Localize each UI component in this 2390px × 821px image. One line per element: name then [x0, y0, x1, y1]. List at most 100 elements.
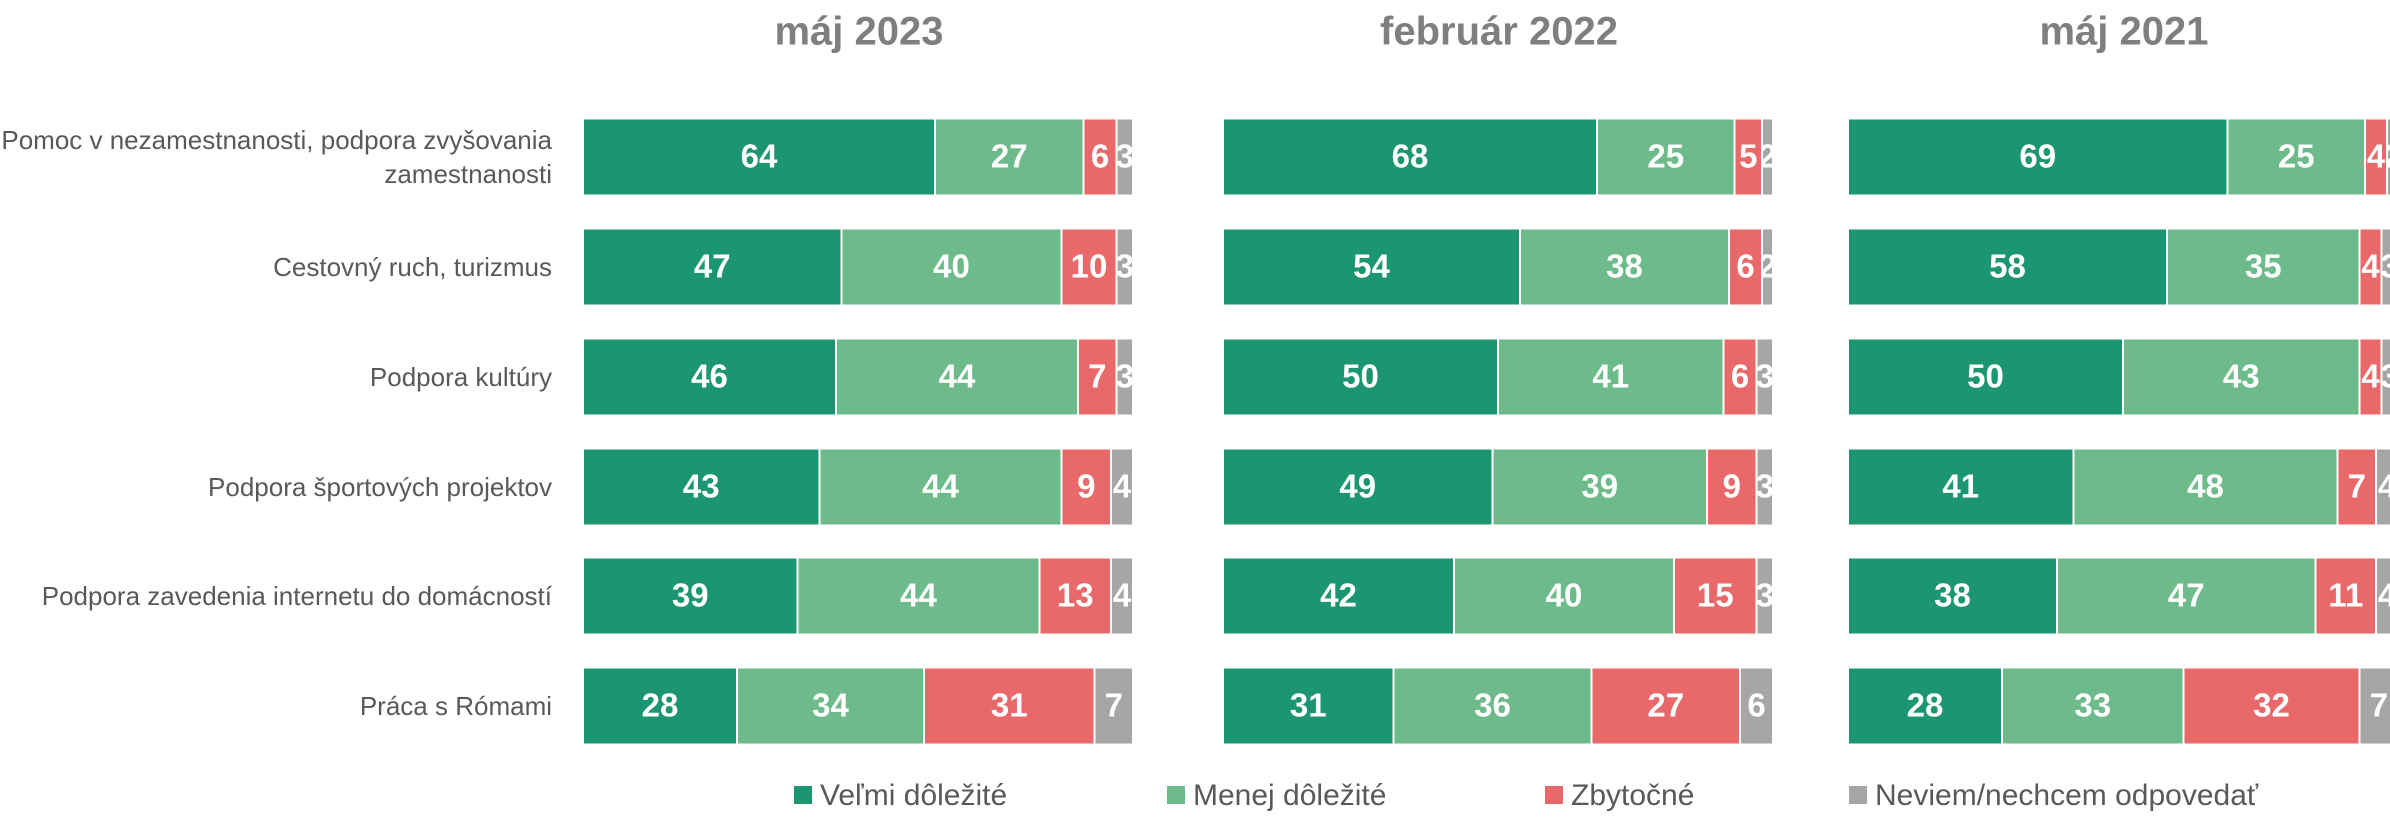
bar-segment — [936, 119, 1083, 195]
value-label: 25 — [2278, 138, 2315, 175]
legend-label: Neviem/nechcem odpovedať — [1875, 779, 2259, 812]
bar-segment — [2377, 558, 2390, 634]
value-label: 50 — [1342, 358, 1379, 395]
value-label: 11 — [2328, 577, 2363, 614]
bar-segment — [1499, 339, 1723, 415]
bar-segment — [2360, 229, 2381, 305]
value-label: 2 — [1758, 138, 1776, 175]
legend-label: Menej dôležité — [1193, 779, 1386, 812]
bar-segment — [1224, 668, 1393, 744]
bar-segment — [2382, 229, 2390, 305]
value-label: 4 — [2361, 248, 2380, 285]
bar-segment — [1730, 229, 1761, 305]
value-label: 68 — [1392, 138, 1429, 175]
bar-segment — [584, 119, 934, 195]
legend-swatch — [1167, 786, 1185, 804]
value-label: 31 — [991, 687, 1028, 724]
bar-segment — [584, 668, 736, 744]
bar-segment — [798, 558, 1039, 634]
bar-segment — [1062, 449, 1110, 525]
bar-segment — [1763, 119, 1772, 195]
value-label: 44 — [939, 358, 976, 395]
value-label: 36 — [1474, 687, 1511, 724]
bar-segment — [842, 229, 1061, 305]
bar-segment — [2382, 339, 2390, 415]
value-label: 69 — [2019, 138, 2056, 175]
bar-segment — [2228, 119, 2364, 195]
value-label: 7 — [2348, 468, 2366, 505]
bar-segment — [584, 449, 819, 525]
value-label: 7 — [1105, 687, 1123, 724]
value-label: 4 — [1113, 577, 1132, 614]
value-label: 31 — [1290, 687, 1327, 724]
bar-segment — [2366, 119, 2386, 195]
bar-segment — [1708, 449, 1756, 525]
value-label: 47 — [694, 248, 731, 285]
value-label: 40 — [1546, 577, 1583, 614]
bar-segment — [1757, 558, 1772, 634]
bar-segment — [1735, 119, 1761, 195]
value-label: 35 — [2245, 248, 2282, 285]
value-label: 4 — [2378, 468, 2390, 505]
bar-segment — [1757, 449, 1772, 525]
value-label: 3 — [1756, 358, 1774, 395]
category-label: Cestovný ruch, turizmus — [273, 252, 552, 282]
value-label: 6 — [1091, 138, 1109, 175]
value-label: 34 — [812, 687, 849, 724]
value-label: 6 — [1747, 687, 1765, 724]
value-label: 28 — [1907, 687, 1944, 724]
bar-segment — [820, 449, 1061, 525]
value-label: 47 — [2168, 577, 2205, 614]
panel-title: máj 2021 — [2039, 10, 2208, 54]
value-label: 32 — [2253, 687, 2290, 724]
bar-segment — [1112, 558, 1132, 634]
bar-segment — [1117, 119, 1132, 195]
value-label: 41 — [1592, 358, 1629, 395]
value-label: 2 — [1758, 248, 1776, 285]
value-label: 27 — [1647, 687, 1684, 724]
value-label: 50 — [1967, 358, 2004, 395]
value-label: 33 — [2074, 687, 2111, 724]
panel-title: máj 2023 — [774, 10, 943, 54]
value-label: 38 — [1606, 248, 1643, 285]
category-label: Podpora kultúry — [369, 362, 552, 392]
value-label: 3 — [2381, 358, 2390, 395]
bar-segment — [1763, 229, 1772, 305]
bar-segment — [1079, 339, 1116, 415]
value-label: 6 — [1731, 358, 1749, 395]
value-label: 4 — [2361, 358, 2380, 395]
value-label: 64 — [741, 138, 778, 175]
value-label: 41 — [1942, 468, 1979, 505]
bar-segment — [1062, 229, 1116, 305]
legend-swatch — [1849, 786, 1867, 804]
bar-segment — [837, 339, 1077, 415]
bar-segment — [2377, 449, 2390, 525]
legend-label: Zbytočné — [1571, 779, 1694, 812]
bar-segment — [1849, 339, 2122, 415]
bar-segment — [1224, 339, 1497, 415]
bar-segment — [1095, 668, 1132, 744]
value-label: 43 — [683, 468, 720, 505]
value-label: 38 — [1934, 577, 1971, 614]
value-label: 3 — [1116, 248, 1134, 285]
category-label: Pomoc v nezamestnanosti, podpora zvyšova… — [1, 125, 552, 189]
bar-segment — [2360, 339, 2381, 415]
bar-segment — [1849, 558, 2056, 634]
bar-segment — [1224, 229, 1519, 305]
value-label: 58 — [1989, 248, 2026, 285]
bar-segment — [1598, 119, 1734, 195]
bar-segment — [1117, 229, 1132, 305]
category-label: Práca s Rómami — [359, 691, 552, 721]
bar-segment — [1112, 449, 1132, 525]
value-label: 13 — [1057, 577, 1094, 614]
value-label: 44 — [922, 468, 959, 505]
bar-segment — [1224, 558, 1453, 634]
bar-segment — [2360, 668, 2390, 744]
bar-segment — [1455, 558, 1673, 634]
bar-segment — [2338, 449, 2375, 525]
bar-segment — [1084, 119, 1116, 195]
bar-segment — [925, 668, 1094, 744]
bar-segment — [2074, 449, 2337, 525]
bar-segment — [2058, 558, 2315, 634]
